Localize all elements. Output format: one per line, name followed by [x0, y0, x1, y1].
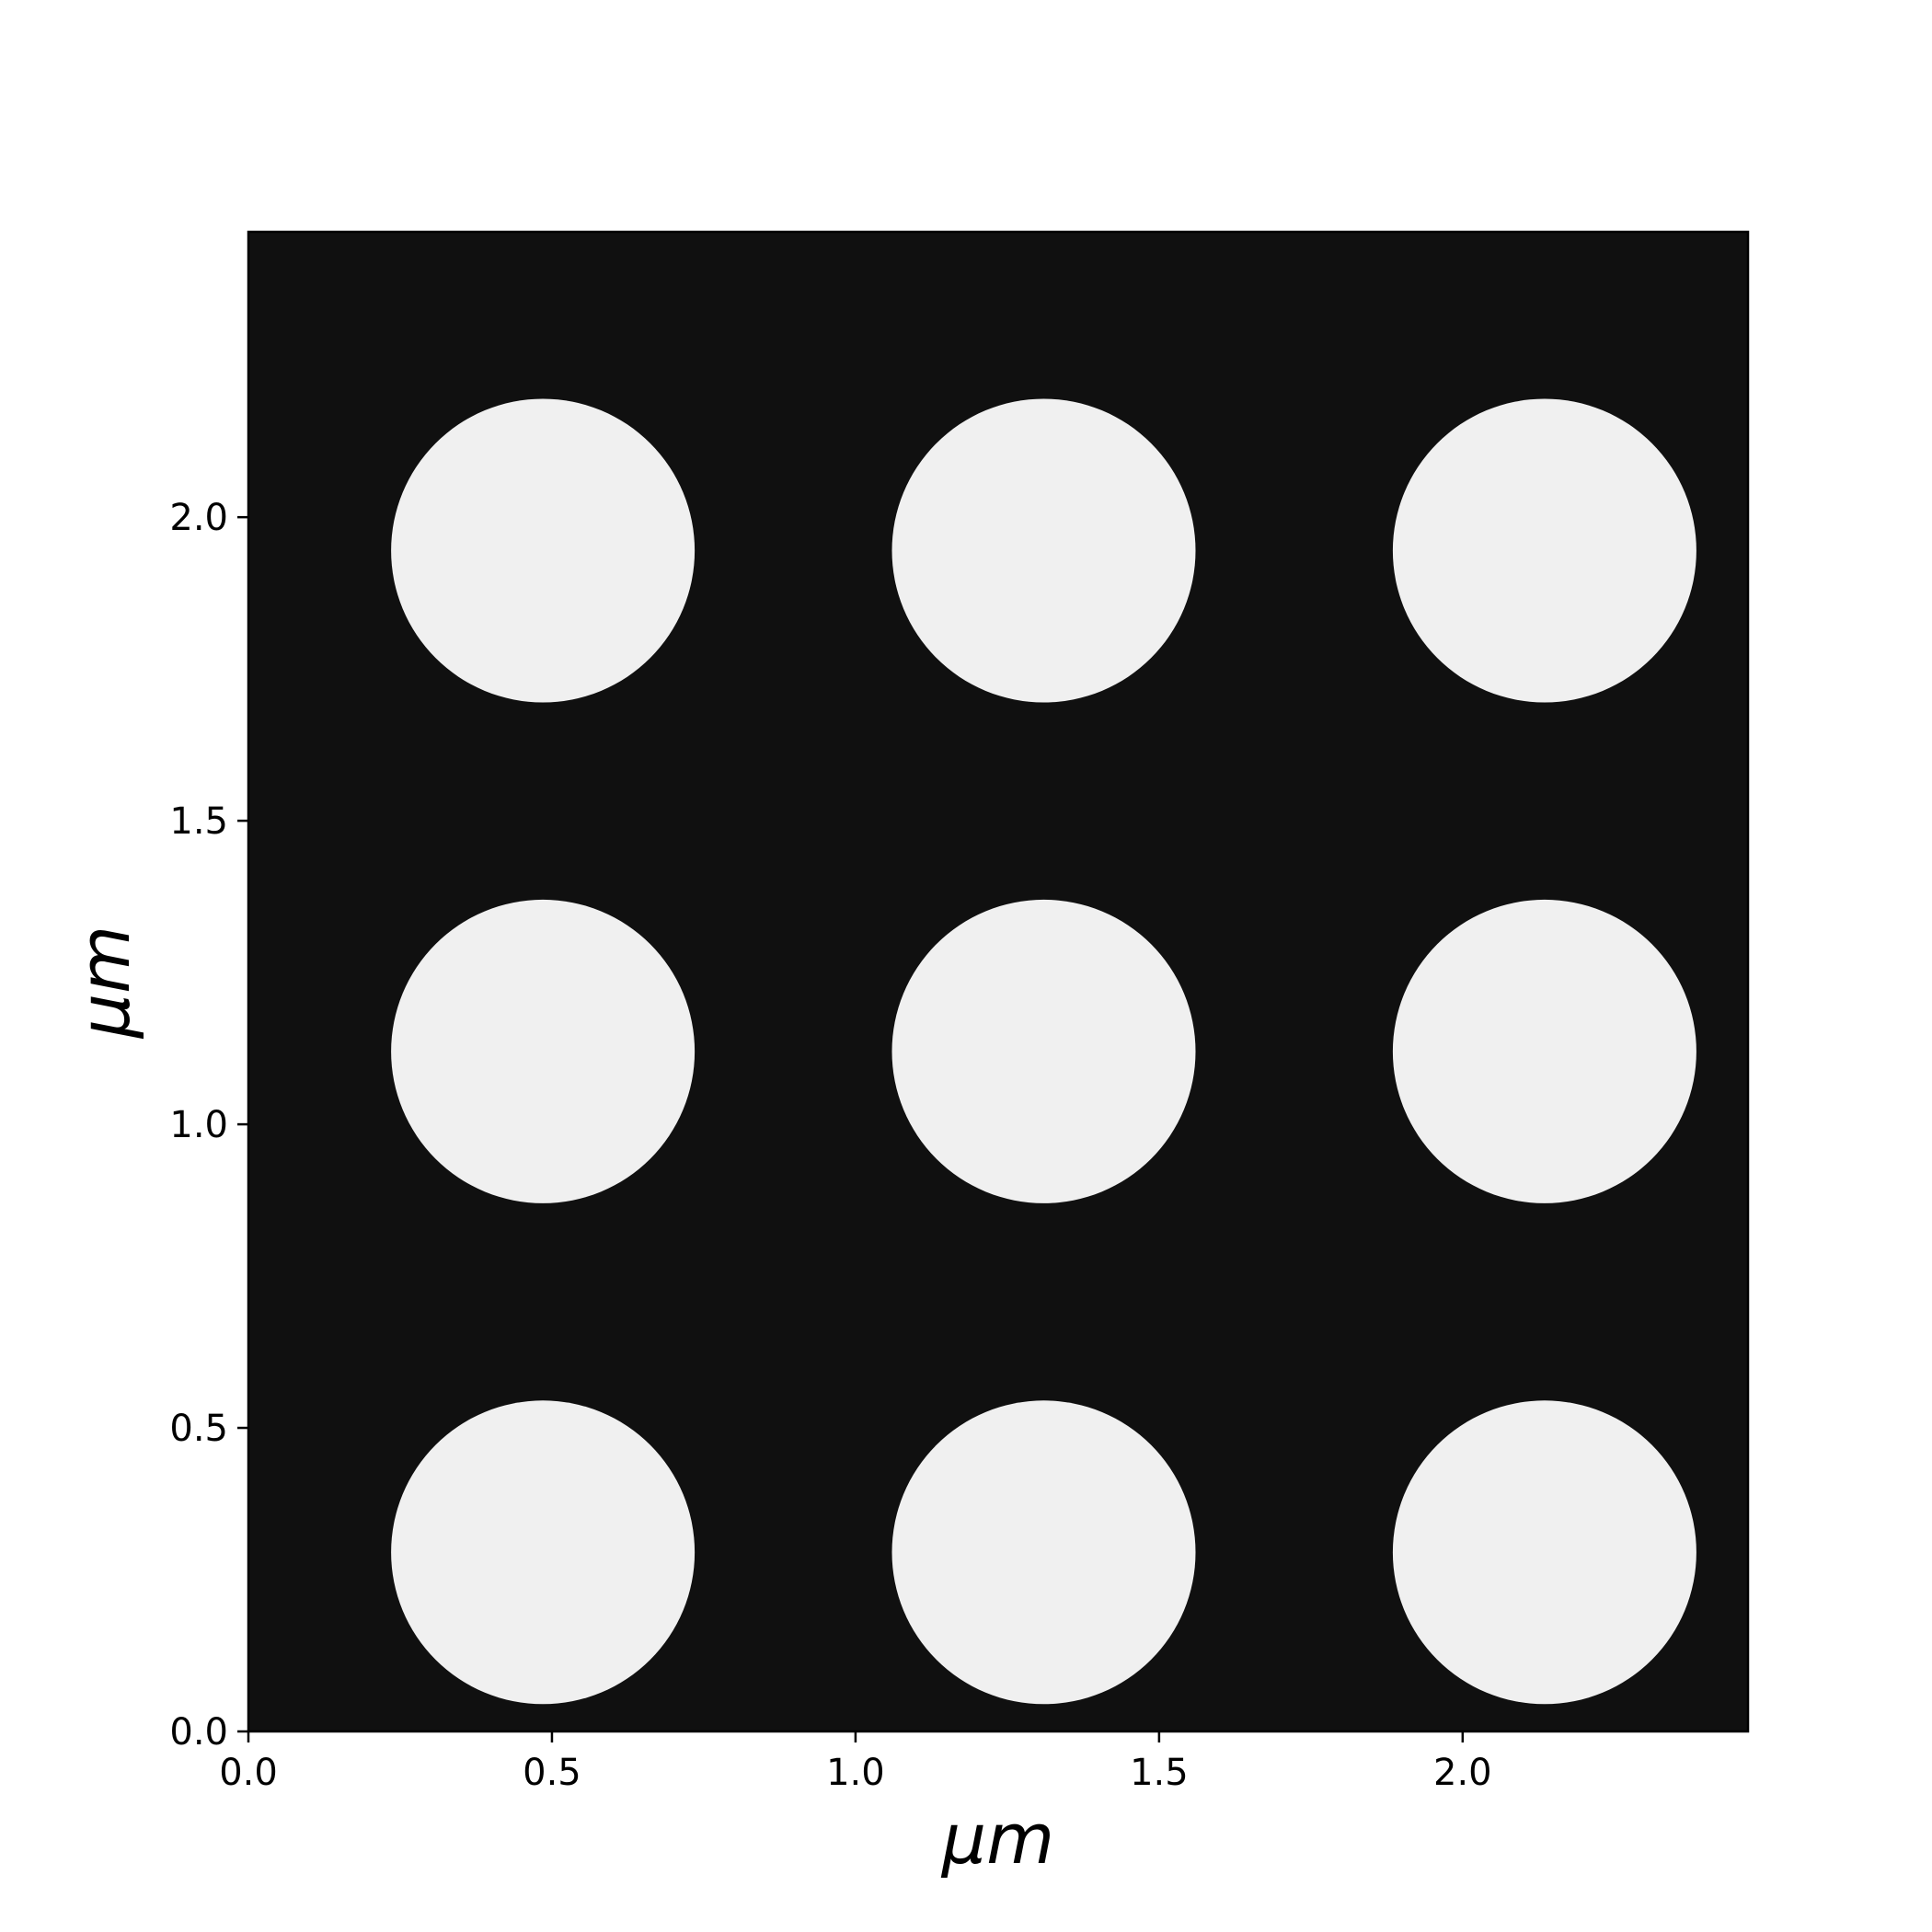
y-tick-label: 2.0 — [169, 497, 228, 539]
features-layer — [391, 398, 1696, 1705]
x-tick-label: 0.0 — [219, 1752, 278, 1794]
x-tick-label: 1.5 — [1130, 1752, 1189, 1794]
x-axis-label: μm — [941, 1798, 1054, 1880]
x-axis-ticks: 0.0 0.5 1.0 1.5 2.0 — [219, 1731, 1492, 1794]
x-tick-label: 2.0 — [1433, 1752, 1492, 1794]
x-tick-label: 1.0 — [826, 1752, 885, 1794]
y-tick-label: 1.0 — [169, 1104, 228, 1146]
circle-feature-3 — [1392, 1400, 1696, 1705]
y-tick-label: 0.5 — [169, 1408, 228, 1450]
circle-feature-2 — [891, 1400, 1196, 1705]
y-tick-label: 1.5 — [169, 800, 228, 843]
y-tick-label: 0.0 — [169, 1711, 228, 1754]
circle-feature-1 — [391, 1400, 696, 1705]
circle-feature-6 — [1392, 899, 1696, 1203]
circle-feature-9 — [1392, 398, 1696, 703]
y-axis-ticks: 0.0 0.5 1.0 1.5 2.0 — [169, 497, 248, 1754]
axes-frame — [247, 230, 1750, 1733]
circle-feature-4 — [391, 899, 696, 1203]
circle-feature-7 — [391, 398, 696, 703]
x-tick-label: 0.5 — [523, 1752, 581, 1794]
circle-feature-8 — [891, 398, 1196, 703]
circle-feature-5 — [891, 899, 1196, 1203]
y-axis-label: μm — [63, 926, 145, 1039]
